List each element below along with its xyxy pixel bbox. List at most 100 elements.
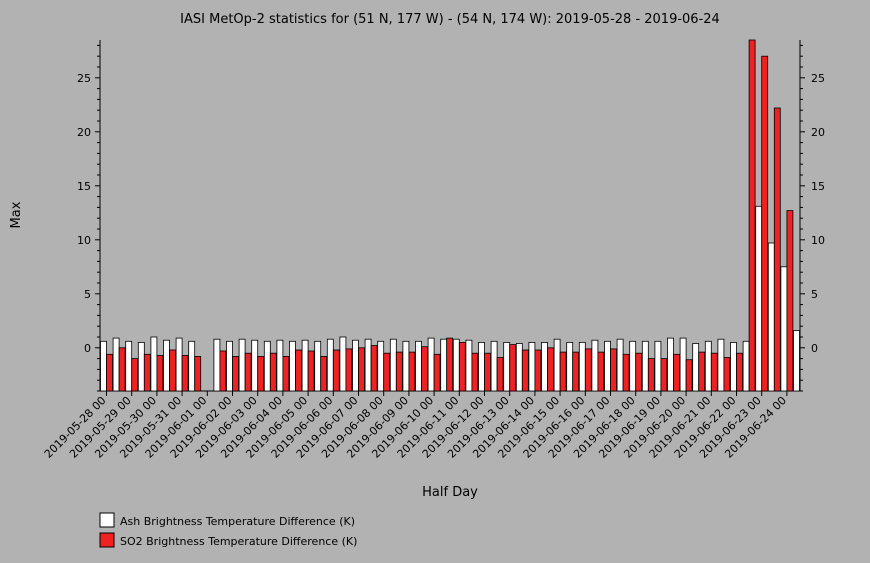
bar-ash-10 [226,340,233,392]
bar-ash-35 [541,341,548,392]
bar-so2-11 [244,352,252,392]
y-tick-label-right-4: 20 [811,126,825,139]
bar-ash-54 [780,266,788,392]
bar-ash-40 [604,340,611,392]
y-tick-label-right-2: 10 [811,234,825,247]
bar-so2-35 [547,347,554,392]
bar-ash-16 [301,339,309,392]
bar-so2-14 [282,355,290,392]
bar-ash-21 [364,338,372,392]
bar-ash-14 [276,339,284,392]
bar-so2-39 [597,351,605,392]
legend-swatch-ash [99,512,115,528]
bar-ash-52 [755,205,763,392]
bar-so2-2 [131,358,139,392]
bar-so2-48 [710,352,718,392]
bar-so2-5 [169,349,176,392]
bar-ash-24 [402,340,410,392]
bar-so2-25 [421,346,428,392]
bar-so2-42 [635,352,643,392]
bar-so2-15 [295,349,302,392]
bar-ash-49 [717,338,725,392]
bar-ash-1 [112,337,120,392]
bar-so2-7 [194,355,202,392]
bar-so2-47 [698,351,706,392]
bar-ash-6 [175,337,183,392]
bar-ash-38 [578,341,586,392]
bar-ash-45 [667,337,674,392]
bar-so2-18 [332,349,340,392]
bar-ash-19 [339,336,347,392]
bar-so2-41 [622,353,630,392]
bar-ash-7 [188,340,196,392]
y-tick-label-left-1: 5 [84,288,91,301]
bar-so2-1 [118,347,126,392]
bar-ash-0 [100,340,107,392]
bar-ash-18 [326,338,334,392]
bar-so2-34 [534,349,542,392]
bar-so2-9 [219,350,227,392]
bar-so2-31 [496,357,504,392]
y-axis-title: Max [9,201,24,228]
bar-so2-27 [446,337,454,392]
bar-so2-12 [257,355,265,392]
bar-ash-2 [125,340,133,392]
bar-so2-28 [458,341,466,392]
bar-ash-3 [137,341,145,392]
bar-so2-13 [269,352,277,392]
bar-so2-44 [660,358,668,392]
bar-so2-37 [572,351,580,392]
bar-so2-6 [181,354,189,392]
y-tick-label-right-3: 15 [811,180,825,193]
bar-so2-36 [559,351,567,392]
x-axis-title: Half Day [422,485,478,500]
bar-so2-10 [232,355,239,392]
legend-swatch-so2 [99,532,115,548]
legend-label-ash: Ash Brightness Temperature Difference (K… [120,515,355,528]
bar-ash-23 [389,338,397,392]
bar-ash-50 [730,341,737,392]
bar-ash-4 [150,336,158,392]
y-tick-label-right-5: 25 [811,72,825,85]
bar-ash-34 [528,341,536,392]
bar-ash-26 [427,337,435,392]
bar-so2-29 [471,352,479,392]
bar-so2-52 [761,55,769,392]
bar-so2-46 [685,359,693,392]
bar-ash-12 [251,339,259,392]
y-tick-label-left-4: 20 [77,126,91,139]
bar-so2-4 [156,354,164,392]
bar-ash-30 [478,341,485,392]
bar-ash-11 [238,338,246,392]
bar-so2-40 [610,348,617,392]
bar-so2-50 [736,352,743,392]
bars-group [100,39,800,392]
y-tick-label-right-0: 0 [811,342,818,355]
y-tick-label-left-2: 10 [77,234,91,247]
bar-so2-45 [673,353,680,392]
bar-ash-51 [742,340,750,392]
bar-so2-38 [584,348,592,392]
bar-ash-53 [767,242,775,392]
bar-so2-17 [320,355,328,392]
bar-so2-30 [484,352,491,392]
bar-so2-19 [345,348,353,392]
bar-ash-48 [704,340,712,392]
bar-ash-47 [692,343,700,392]
bar-so2-53 [773,107,781,392]
bar-so2-32 [509,344,517,392]
bar-ash-9 [213,338,221,392]
bar-ash-37 [566,341,574,392]
bar-ash-22 [377,340,385,392]
bar-so2-23 [395,351,403,392]
y-tick-label-right-1: 5 [811,288,818,301]
bar-so2-16 [307,350,315,392]
bar-ash-25 [415,340,422,392]
bar-ash-17 [314,340,322,392]
bar-ash-43 [641,340,649,392]
legend: Ash Brightness Temperature Difference (K… [99,512,357,548]
bar-ash-46 [679,337,687,392]
bar-so2-24 [408,351,416,392]
bar-ash-36 [553,338,561,392]
